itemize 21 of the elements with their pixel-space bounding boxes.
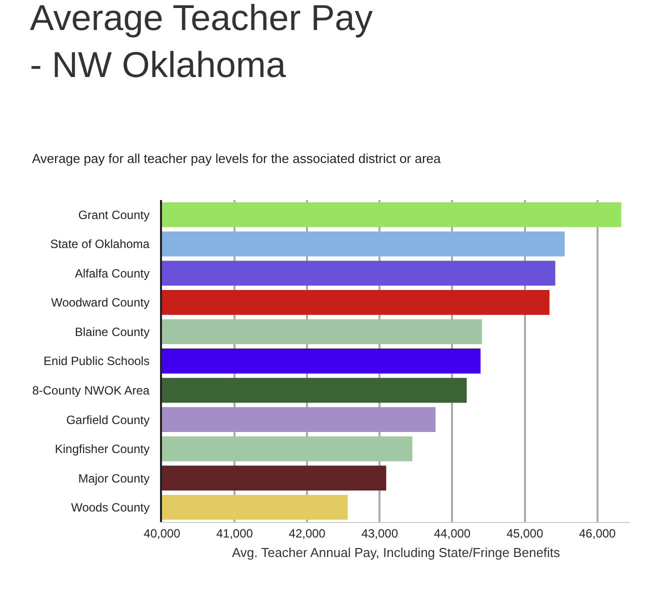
y-tick-label: Woods County — [71, 500, 150, 515]
y-tick-label: Woodward County — [51, 296, 150, 310]
x-tick-label: 42,000 — [288, 526, 326, 540]
x-tick-label: 41,000 — [216, 526, 254, 540]
x-axis-title: Avg. Teacher Annual Pay, Including State/Fringe Benefits — [232, 545, 561, 560]
x-tick-label: 44,000 — [434, 526, 471, 540]
x-tick-label: 40,000 — [144, 526, 181, 540]
y-tick-label: Kingfisher County — [54, 442, 150, 456]
x-tick-label: 45,000 — [506, 526, 544, 540]
y-tick-label: Enid Public Schools — [44, 354, 150, 368]
y-tick-label: 8-County NWOK Area — [32, 383, 150, 398]
x-tick-label: 46,000 — [579, 526, 616, 540]
y-tick-label: State of Oklahoma — [50, 237, 150, 252]
y-tick-label: Alfalfa County — [74, 266, 150, 280]
chart-title: Average Teacher Pay - NW Oklahoma — [30, 0, 373, 85]
y-tick-label: Garfield County — [66, 412, 150, 427]
x-tick-label: 43,000 — [361, 526, 398, 540]
y-tick-label: Grant County — [78, 208, 150, 222]
chart-subtitle: Average pay for all teacher pay levels for the associated district or area — [32, 151, 442, 166]
y-tick-label: Blaine County — [74, 324, 150, 339]
y-tick-label: Major County — [78, 471, 150, 486]
